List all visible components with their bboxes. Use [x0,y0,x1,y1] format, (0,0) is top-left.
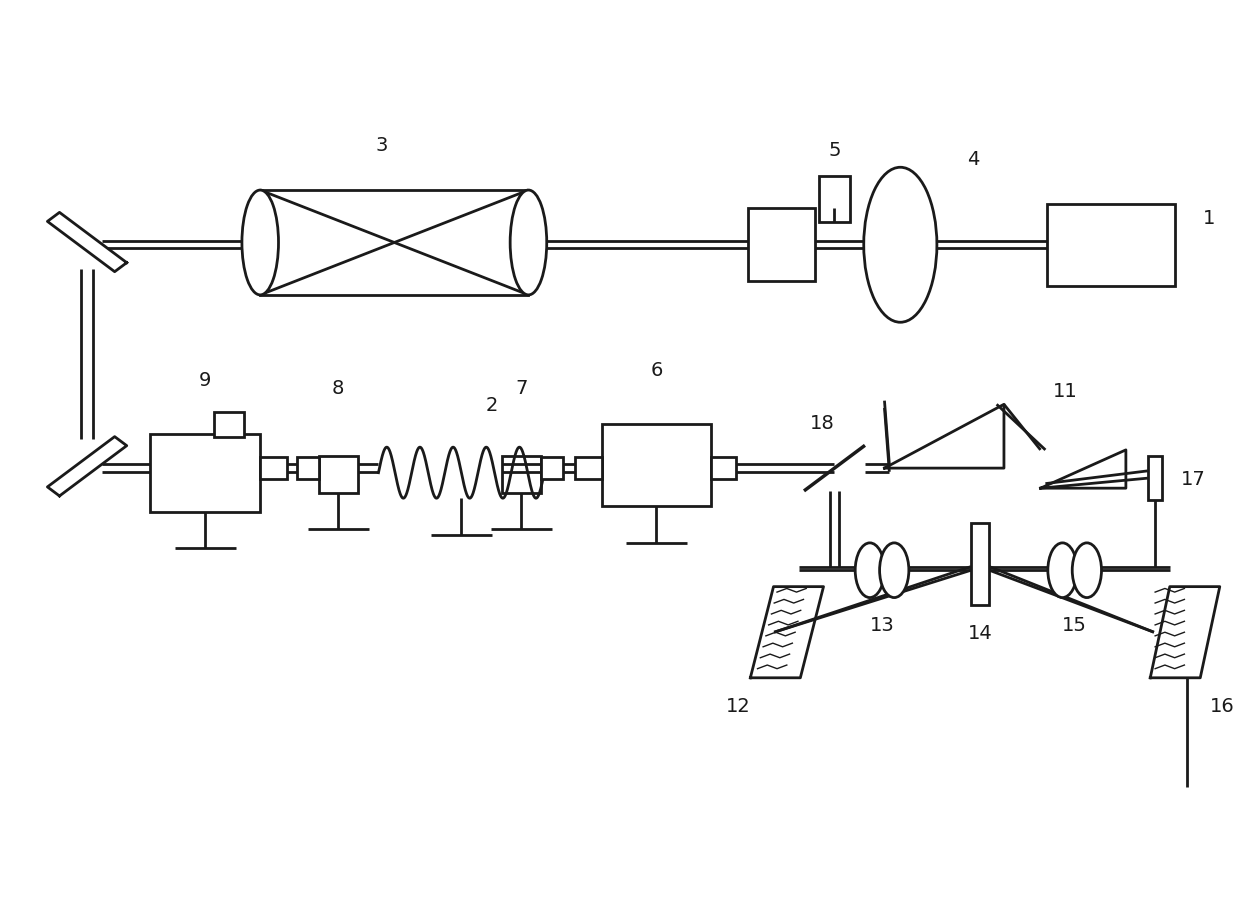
Text: 5: 5 [828,141,841,159]
Text: 15: 15 [1062,616,1087,635]
Bar [1147,457,1162,501]
Text: 4: 4 [968,150,980,168]
Ellipse shape [880,543,909,598]
Ellipse shape [864,168,937,323]
Text: 1: 1 [1203,209,1215,228]
Bar [602,425,711,507]
Bar [150,435,260,512]
Bar [575,458,602,480]
Bar [260,458,287,480]
Text: 9: 9 [199,370,212,390]
Polygon shape [1150,587,1219,678]
Text: 11: 11 [1053,381,1077,401]
Bar [971,523,989,606]
Polygon shape [47,213,126,272]
Text: 12: 12 [726,696,751,715]
Text: 7: 7 [515,379,528,398]
Bar [540,458,563,480]
Text: 13: 13 [870,616,895,635]
Bar [1047,205,1175,287]
Bar [297,458,318,480]
Text: 17: 17 [1181,469,1206,488]
Text: 18: 18 [810,414,835,433]
Bar [819,177,850,222]
Ellipse shape [1048,543,1077,598]
Bar [711,458,736,480]
Text: 14: 14 [968,623,992,642]
Ellipse shape [1072,543,1101,598]
Text: 16: 16 [1209,696,1234,715]
Ellipse shape [855,543,885,598]
Ellipse shape [510,191,546,296]
Text: 8: 8 [332,379,344,398]
Text: 6: 6 [650,361,663,380]
Text: 2: 2 [486,395,498,414]
Bar [318,457,358,494]
Bar [748,209,815,282]
Bar [260,191,529,296]
Ellipse shape [242,191,279,296]
Polygon shape [1041,450,1126,489]
Text: 3: 3 [375,136,388,154]
Polygon shape [751,587,824,678]
Polygon shape [47,437,126,496]
Polygon shape [885,405,1004,469]
Bar [214,412,244,437]
Bar [502,457,540,494]
